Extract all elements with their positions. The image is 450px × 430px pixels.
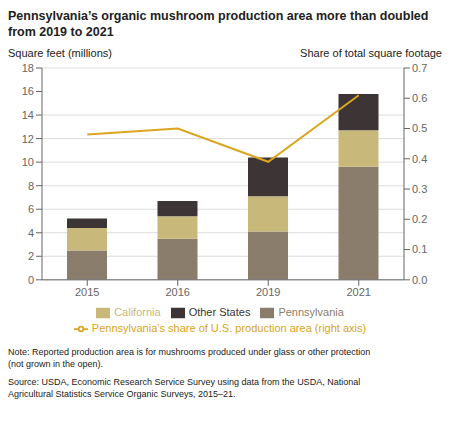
svg-text:0.3: 0.3 — [412, 183, 427, 195]
html-text:Pennsylvania: Pennsylvania — [278, 305, 344, 318]
svg-text:2016: 2016 — [166, 286, 190, 298]
svg-text:2: 2 — [28, 250, 34, 262]
svg-text:18: 18 — [22, 62, 34, 74]
html-text:Agricultural Statistics Servic: Agricultural Statistics Service Organic … — [8, 389, 236, 399]
svg-text:0.2: 0.2 — [412, 213, 427, 225]
html-text:Other States: Other States — [188, 305, 251, 318]
html-text:Pennsylvania’s organic mushroo: Pennsylvania’s organic mushroom producti… — [8, 9, 429, 23]
html-text:California: California — [114, 305, 161, 318]
svg-text:0.7: 0.7 — [412, 62, 427, 74]
html-text:Source: USDA, Economic Researc: Source: USDA, Economic Research Service … — [8, 377, 361, 387]
svg-text:0.5: 0.5 — [412, 122, 427, 134]
svg-text:0.1: 0.1 — [412, 243, 427, 255]
html-text:Note: Reported production area: Note: Reported production area is for mu… — [8, 347, 371, 357]
svg-text:2015: 2015 — [75, 286, 99, 298]
svg-text:0.6: 0.6 — [412, 92, 427, 104]
svg-text:2021: 2021 — [347, 286, 371, 298]
html-text:Square feet (millions): Square feet (millions) — [8, 47, 112, 59]
svg-text:16: 16 — [22, 85, 34, 97]
svg-text:0.0: 0.0 — [412, 274, 427, 286]
html-text:(not grown in the open).: (not grown in the open). — [8, 359, 104, 369]
svg-text:0.4: 0.4 — [412, 153, 427, 165]
html-text:from 2019 to 2021: from 2019 to 2021 — [8, 25, 114, 39]
svg-text:14: 14 — [22, 109, 34, 121]
svg-text:10: 10 — [22, 156, 34, 168]
svg-text:4: 4 — [28, 227, 34, 239]
html-text:Pennsylvania’s share of U.S. p: Pennsylvania’s share of U.S. production … — [91, 321, 367, 334]
svg-text:8: 8 — [28, 180, 34, 192]
svg-text:0: 0 — [28, 274, 34, 286]
svg-text:6: 6 — [28, 203, 34, 215]
html-text:Share of total square footage: Share of total square footage — [300, 47, 442, 59]
svg-text:2019: 2019 — [256, 286, 280, 298]
svg-text:12: 12 — [22, 133, 34, 145]
